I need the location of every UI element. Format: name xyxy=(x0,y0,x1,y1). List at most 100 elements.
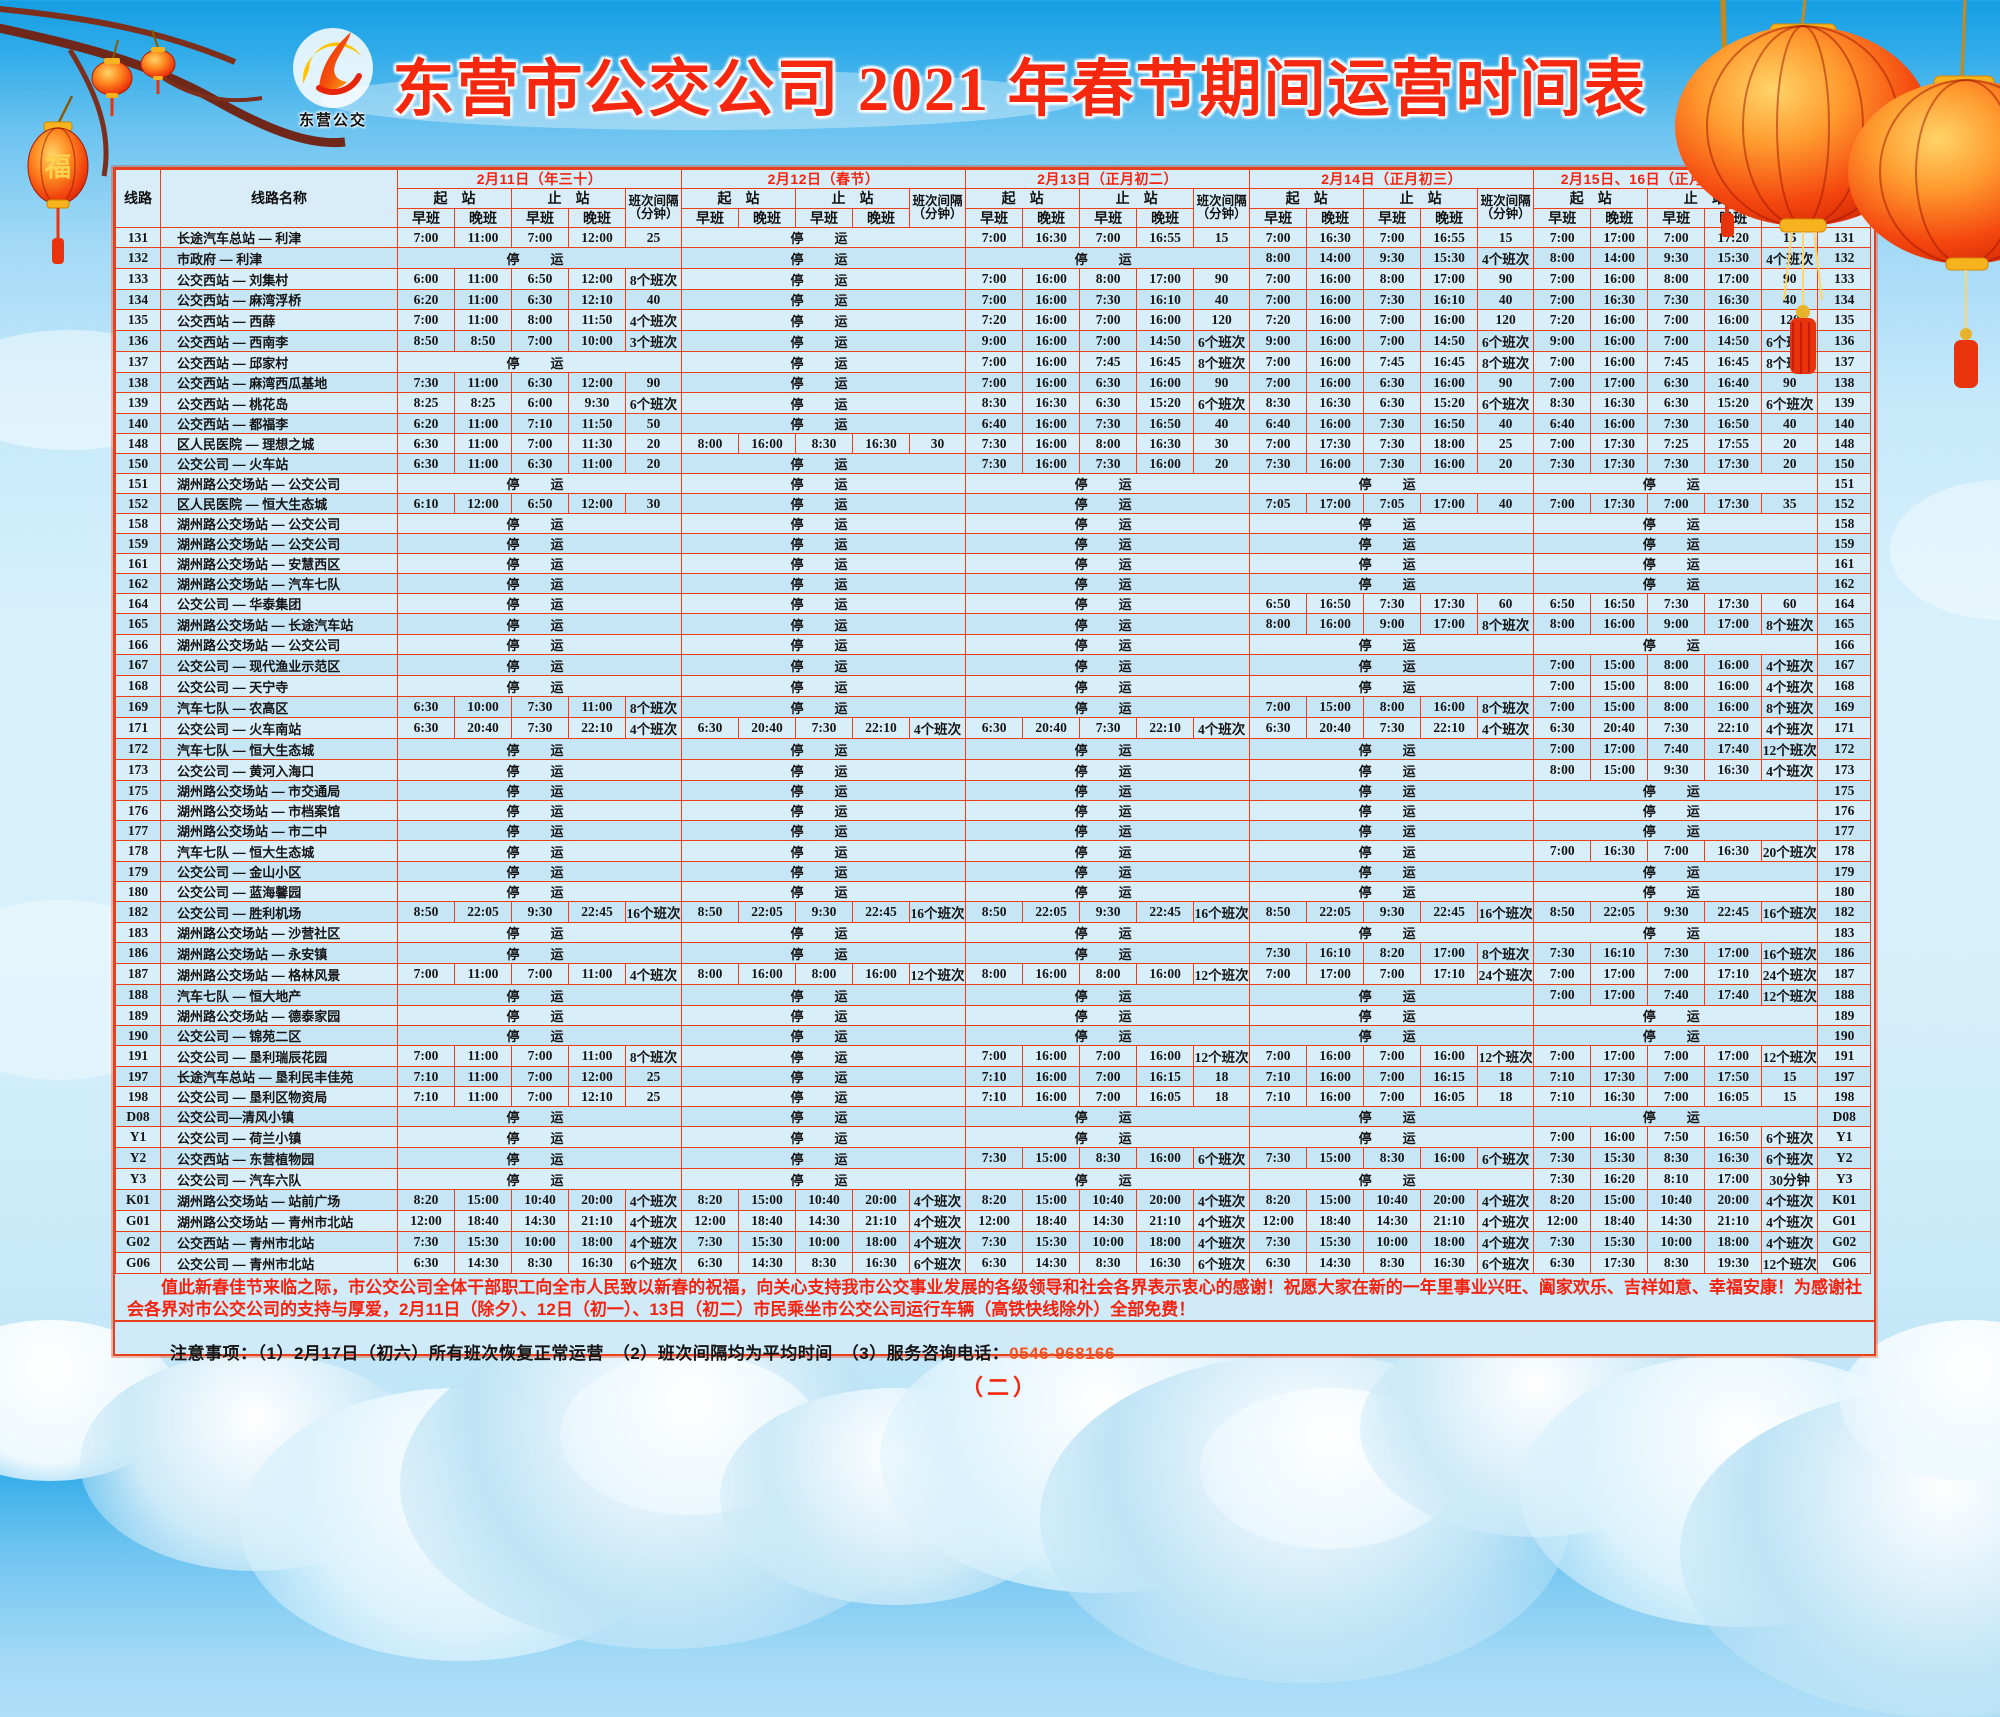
time-cell: 16个班次 xyxy=(1761,901,1819,923)
time-cell: 18:40 xyxy=(454,1210,512,1232)
time-cell: 15:00 xyxy=(1590,759,1649,781)
time-cell: 12:00 xyxy=(1249,1210,1308,1232)
suspended-cell: 停 运 xyxy=(965,861,1251,882)
time-cell: 6个班次 xyxy=(1193,392,1251,414)
time-cell: 7:00 xyxy=(511,1066,569,1087)
time-cell: 7:00 xyxy=(1533,1126,1592,1148)
time-cell: 8个班次 xyxy=(624,696,683,718)
time-cell: 16:30 xyxy=(1590,289,1649,310)
table-row: 158 湖州路公交场站 — 公交公司停 运停 运停 运停 运停 运 158 xyxy=(115,513,1872,534)
time-cell: 7:00 xyxy=(511,330,569,352)
time-cell: 90 xyxy=(1193,372,1251,393)
route-name-cell: 公交公司 — 锦苑二区 xyxy=(160,1025,398,1046)
time-cell: 9:00 xyxy=(1533,330,1592,352)
time-cell: 9:00 xyxy=(965,330,1024,352)
time-cell: 10:40 xyxy=(1647,1189,1706,1211)
time-cell: 7:00 xyxy=(511,227,569,248)
time-cell: 4个班次 xyxy=(1193,1231,1251,1253)
time-cell: 16:00 xyxy=(1022,330,1081,352)
time-cell: 17:00 xyxy=(1306,493,1365,514)
suspended-cell: 停 运 xyxy=(681,1066,967,1087)
route-cell: 158 xyxy=(115,513,161,534)
route-cell: 198 xyxy=(115,1086,161,1107)
time-cell: 8:30 xyxy=(1079,1147,1138,1169)
time-cell: 6:30 xyxy=(511,372,569,393)
route-name-cell: 公交公司 — 垦利瑞辰花园 xyxy=(160,1045,398,1067)
time-cell: 16:45 xyxy=(1136,351,1195,373)
time-cell: 18:40 xyxy=(1306,1210,1365,1232)
time-cell: 7:00 xyxy=(1647,309,1706,331)
time-cell: 8个班次 xyxy=(1477,942,1535,964)
time-cell: 16:50 xyxy=(1704,1126,1763,1148)
table-row: 139 公交西站 — 桃花岛 8:25 8:25 6:00 9:30 6个班次停 运 8:30… xyxy=(115,392,1872,414)
time-cell: 8个班次 xyxy=(1761,613,1819,635)
time-cell: 18 xyxy=(1193,1086,1251,1107)
page-title: 东营市公交公司 2021 年春节期间运营时间表 xyxy=(392,56,1648,124)
time-cell: 8个班次 xyxy=(1193,351,1251,373)
suspended-cell: 停 运 xyxy=(681,1045,967,1067)
late-shift-header: 晚班 xyxy=(1704,208,1763,228)
time-cell: 8:00 xyxy=(1079,433,1138,454)
time-cell: 16:45 xyxy=(1704,351,1763,373)
time-cell: 17:50 xyxy=(1704,1066,1763,1087)
time-cell: 22:10 xyxy=(1136,717,1195,739)
time-cell: 16:00 xyxy=(1704,696,1763,718)
route-name-cell: 公交公司 — 火车站 xyxy=(160,453,398,474)
time-cell: 20:40 xyxy=(1306,717,1365,739)
time-cell: 6个班次 xyxy=(1477,330,1535,352)
time-cell: 8:00 xyxy=(1533,613,1592,635)
time-cell: 7:30 xyxy=(1533,1231,1592,1253)
time-cell: 17:30 xyxy=(1704,453,1763,474)
time-cell: 8个班次 xyxy=(1477,696,1535,718)
time-cell: 16:00 xyxy=(1022,309,1081,331)
suspended-cell: 停 运 xyxy=(1249,738,1535,760)
route-cell: 176 xyxy=(115,800,161,821)
time-cell: 15:20 xyxy=(1136,392,1195,414)
time-cell: 12个班次 xyxy=(1193,963,1251,985)
route-cell: 166 xyxy=(115,634,161,655)
time-cell: 6:50 xyxy=(511,493,569,514)
time-cell: 16:10 xyxy=(1136,289,1195,310)
time-cell: 7:00 xyxy=(1533,433,1592,454)
time-cell: 16:30 xyxy=(568,1252,626,1274)
route-cell: 150 xyxy=(1817,453,1872,474)
time-cell: 16:00 xyxy=(1590,351,1649,373)
time-cell: 7:00 xyxy=(1249,963,1308,985)
route-name-cell: 公交公司 — 蓝海馨园 xyxy=(160,881,398,902)
suspended-cell: 停 运 xyxy=(965,738,1251,760)
time-cell: 17:30 xyxy=(1590,1252,1649,1274)
table-row: D08 公交公司—清风小镇停 运停 运停 运停 运停 运 D08 xyxy=(115,1106,1872,1127)
time-cell: 9:00 xyxy=(1647,613,1706,635)
route-cell: 176 xyxy=(1817,800,1872,821)
time-cell: 4个班次 xyxy=(1761,675,1819,697)
time-cell: 35 xyxy=(1761,493,1819,514)
suspended-cell: 停 运 xyxy=(396,247,683,269)
table-row: 167 公交公司 — 现代渔业示范区停 运停 运停 运停 运 7:00 15:00 8:… xyxy=(115,654,1872,676)
time-cell: 16:00 xyxy=(1136,1147,1195,1169)
route-name-cell: 汽车七队 — 恒大地产 xyxy=(160,984,398,1006)
suspended-cell: 停 运 xyxy=(1533,513,1819,534)
table-row: 182 公交公司 — 胜利机场 8:50 22:05 9:30 22:45 16个班次 8:5… xyxy=(115,901,1872,923)
time-cell: 19:30 xyxy=(1704,1252,1763,1274)
time-cell: 12个班次 xyxy=(1193,1045,1251,1067)
suspended-cell: 停 运 xyxy=(965,634,1251,655)
route-cell: 132 xyxy=(1817,247,1872,269)
time-cell: 16:30 xyxy=(1590,840,1649,862)
early-shift-header: 早班 xyxy=(1249,208,1308,228)
time-cell: 11:00 xyxy=(454,1086,512,1107)
route-cell: Y2 xyxy=(115,1147,161,1169)
route-name-cell: 公交西站 — 麻湾浮桥 xyxy=(160,289,398,310)
time-cell: 17:55 xyxy=(1704,433,1763,454)
suspended-cell: 停 运 xyxy=(1533,553,1819,574)
suspended-cell: 停 运 xyxy=(681,759,967,781)
time-cell: 4个班次 xyxy=(624,1210,683,1232)
time-cell: 7:10 xyxy=(965,1066,1024,1087)
route-cell: 164 xyxy=(115,593,161,614)
time-cell: 22:05 xyxy=(738,901,797,923)
interval-header: 班次间隔 （分钟） xyxy=(1477,188,1535,228)
time-cell: 17:30 xyxy=(1420,593,1479,614)
table-row: 175 湖州路公交场站 — 市交通局停 运停 运停 运停 运停 运 175 xyxy=(115,780,1872,801)
route-cell: 134 xyxy=(1817,289,1872,310)
time-cell: 16:30 xyxy=(1306,227,1365,248)
